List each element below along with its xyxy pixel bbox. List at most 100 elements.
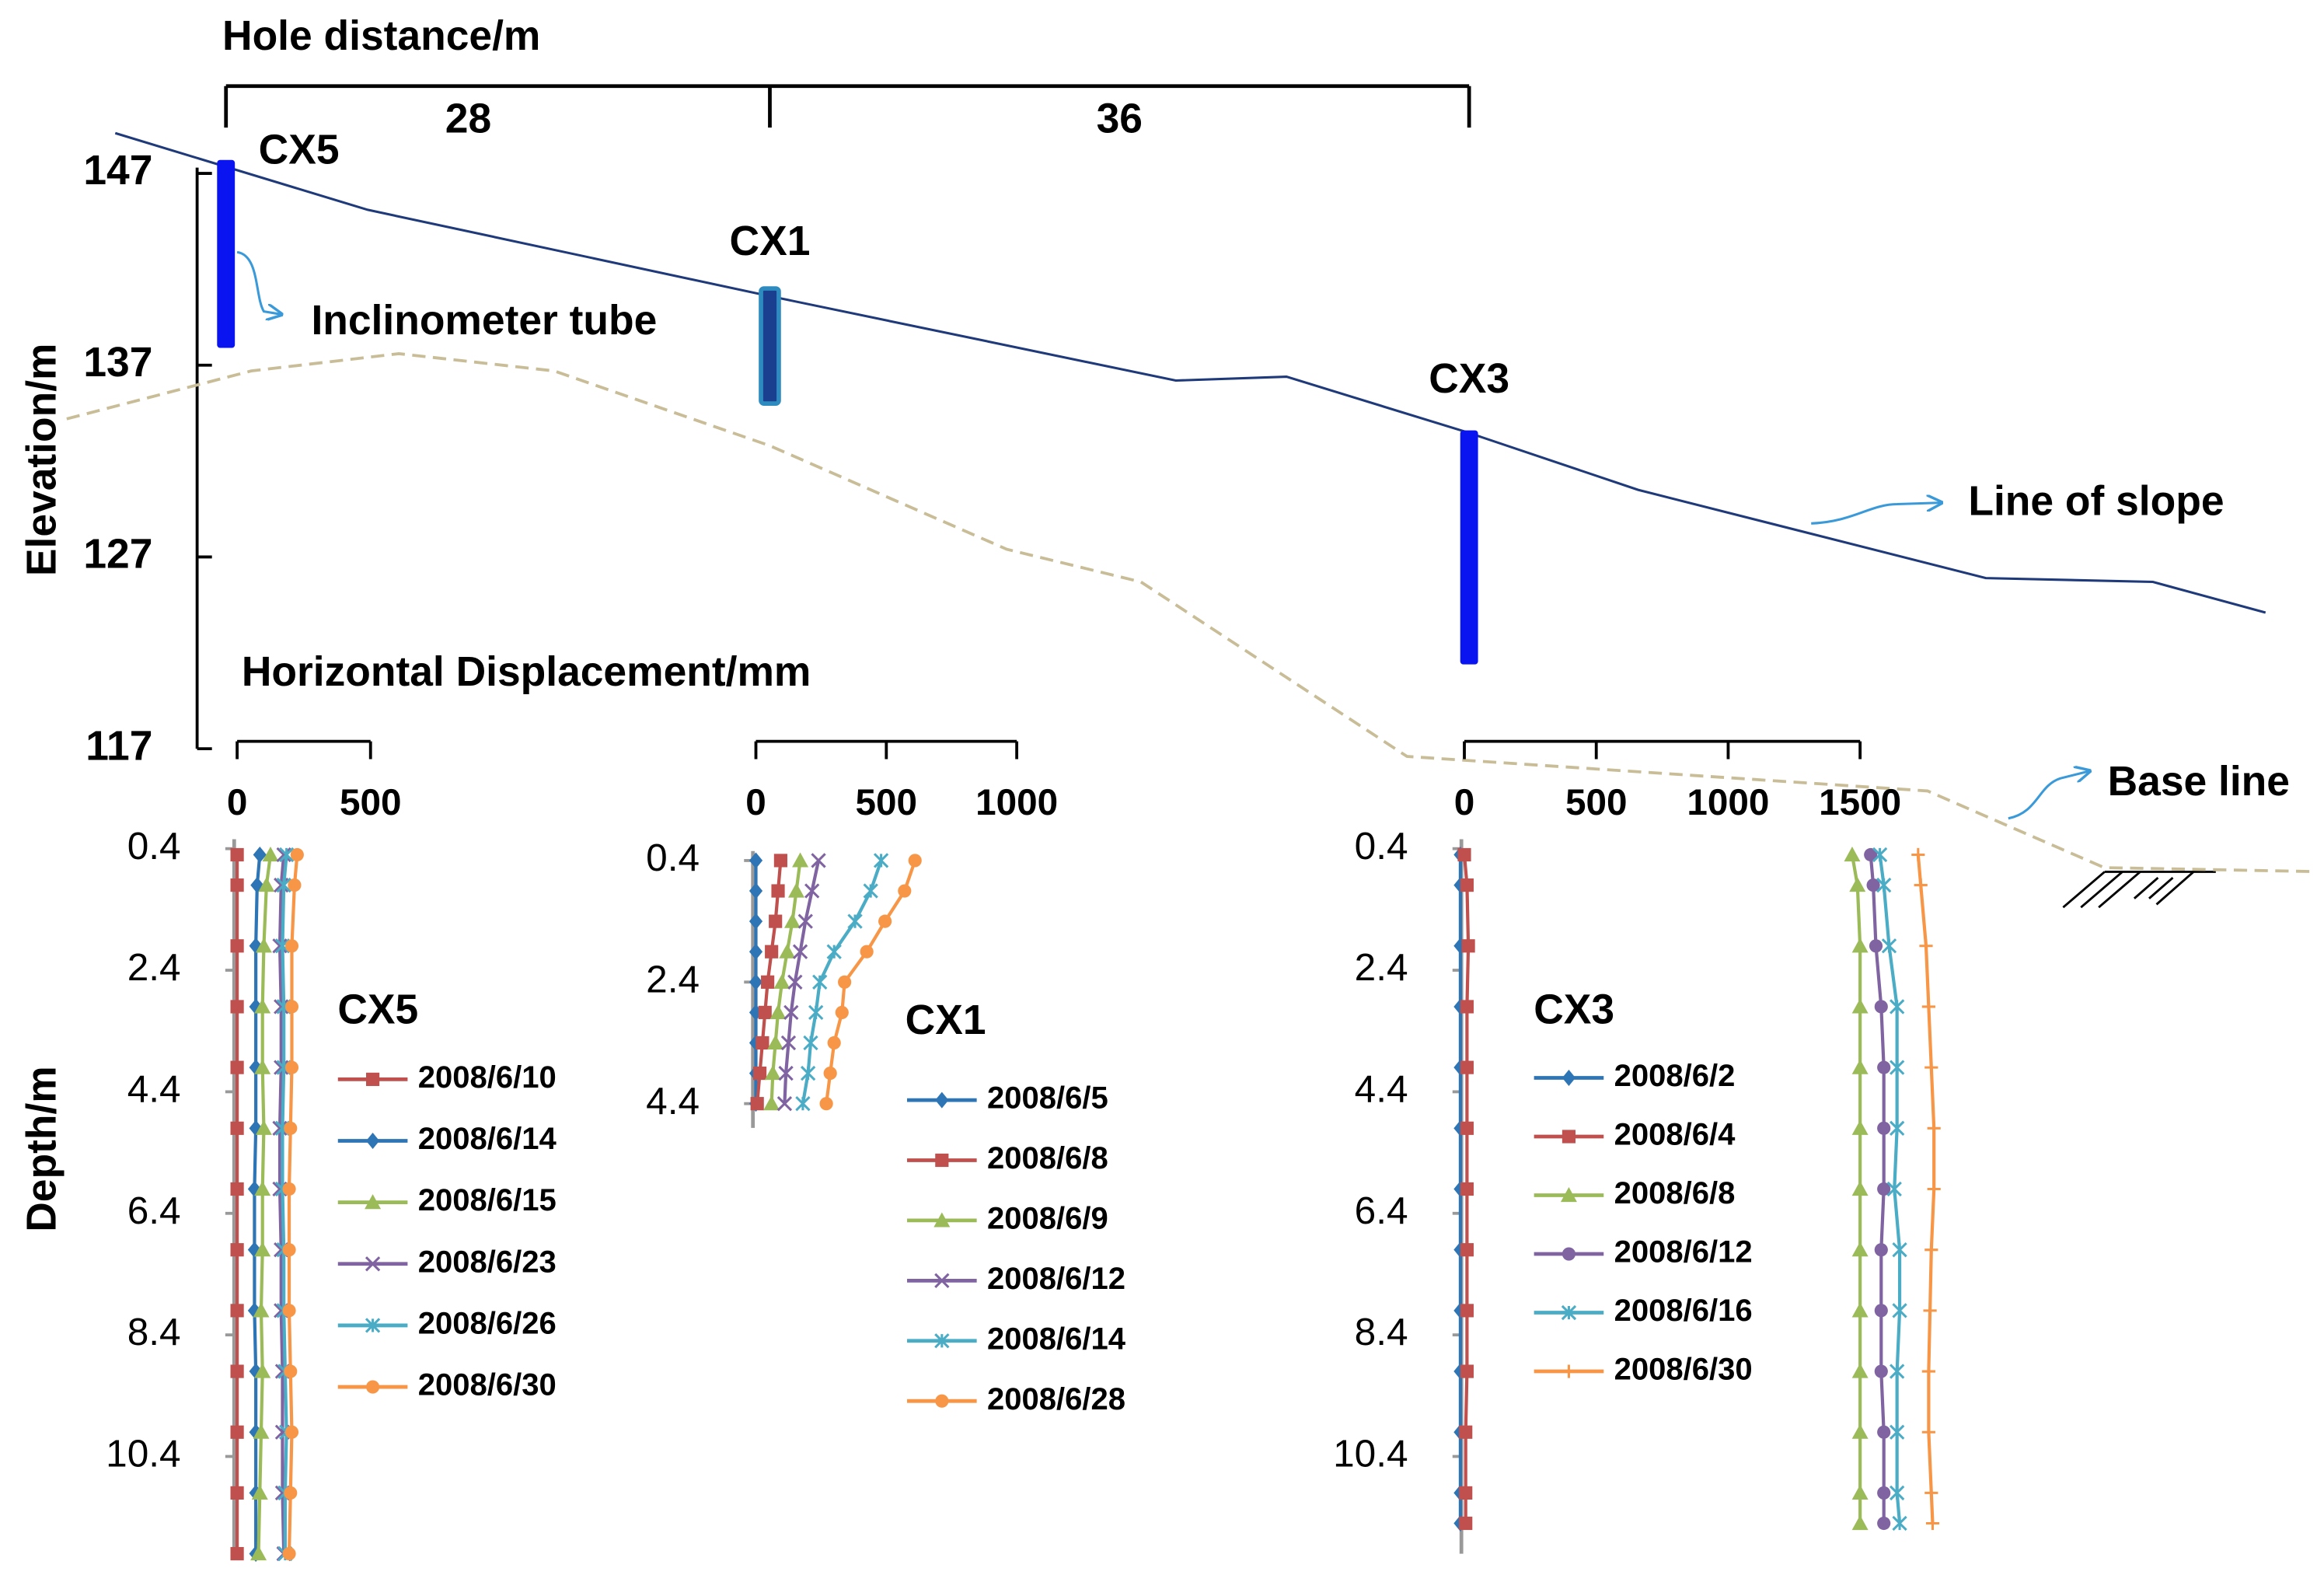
marker — [1877, 1182, 1891, 1196]
marker — [1877, 1060, 1891, 1074]
x-tick-label: 1000 — [1687, 782, 1769, 823]
marker — [1921, 1000, 1935, 1014]
marker — [811, 853, 826, 868]
marker — [1851, 1302, 1869, 1318]
x-tick-label: 500 — [856, 782, 918, 823]
x-tick-label: 500 — [1565, 782, 1628, 823]
marker — [282, 1304, 296, 1318]
marker — [1560, 1187, 1577, 1203]
slope-arrow — [1811, 503, 1942, 525]
marker — [933, 1212, 951, 1228]
slope-annotation: Line of slope — [1968, 479, 2224, 525]
marker — [792, 852, 809, 868]
marker — [1921, 1364, 1935, 1378]
marker — [1459, 1516, 1473, 1531]
marker — [1851, 1059, 1869, 1074]
marker — [787, 974, 803, 990]
depth-tick-label: 8.4 — [1355, 1310, 1408, 1353]
marker — [935, 1091, 949, 1109]
marker — [803, 1035, 818, 1051]
legend-label: 2008/6/12 — [987, 1262, 1125, 1296]
marker — [1877, 1486, 1891, 1500]
marker — [284, 1364, 298, 1378]
marker — [262, 847, 279, 862]
marker — [366, 1380, 380, 1394]
marker — [808, 1004, 824, 1021]
x-tick-label: 1500 — [1819, 782, 1901, 823]
marker — [1874, 1364, 1888, 1378]
marker — [935, 1394, 949, 1408]
marker — [1561, 1304, 1577, 1321]
marker — [795, 1096, 811, 1112]
marker — [769, 1004, 787, 1019]
depth-tick-label: 0.4 — [127, 824, 181, 868]
marker — [1851, 1484, 1869, 1500]
series-line — [287, 854, 299, 1554]
span-label: 28 — [445, 96, 491, 142]
marker — [282, 1243, 296, 1257]
legend-label: 2008/6/26 — [418, 1307, 557, 1341]
marker — [755, 1035, 769, 1050]
marker — [1460, 1243, 1474, 1257]
marker — [274, 1060, 289, 1075]
marker — [1877, 1516, 1891, 1531]
marker — [253, 847, 267, 863]
base-arrow — [2008, 771, 2090, 820]
marker — [1890, 1060, 1905, 1075]
marker — [1890, 1364, 1905, 1379]
x-tick-label: 0 — [1454, 782, 1475, 823]
marker — [1461, 939, 1475, 953]
marker — [1851, 1423, 1869, 1439]
marker — [773, 854, 787, 868]
marker — [1921, 1425, 1935, 1439]
marker — [1562, 1069, 1576, 1086]
legend-label: 2008/6/8 — [987, 1141, 1108, 1175]
marker — [1927, 1121, 1941, 1135]
marker — [1874, 1304, 1888, 1318]
legend-label: 2008/6/4 — [1614, 1118, 1736, 1152]
marker — [1924, 1243, 1938, 1257]
marker — [1890, 999, 1905, 1015]
legend-label: 2008/6/10 — [418, 1060, 557, 1095]
marker — [230, 878, 244, 892]
marker — [1460, 1000, 1474, 1014]
marker — [365, 1256, 381, 1272]
marker — [1457, 847, 1471, 862]
depth-tick-label: 6.4 — [127, 1189, 181, 1232]
marker — [1460, 1121, 1474, 1135]
tube-label: CX1 — [730, 218, 811, 264]
marker — [1890, 1424, 1905, 1440]
legend-label: 2008/6/2 — [1614, 1059, 1736, 1093]
marker — [835, 1005, 849, 1019]
marker — [1892, 1303, 1907, 1318]
legend-label: 2008/6/12 — [1614, 1235, 1753, 1269]
marker — [284, 1121, 298, 1135]
marker — [1851, 1363, 1869, 1378]
marker — [253, 1423, 270, 1439]
marker — [792, 944, 808, 959]
marker — [288, 878, 302, 892]
depth-tick-label: 2.4 — [646, 957, 700, 1001]
marker — [1924, 1060, 1938, 1074]
marker — [258, 877, 275, 892]
marker — [773, 973, 790, 989]
marker — [230, 847, 244, 862]
marker — [1923, 1304, 1937, 1318]
marker — [826, 944, 842, 959]
marker — [284, 1000, 299, 1014]
marker — [1851, 1119, 1869, 1135]
y-tick-label: 127 — [83, 532, 152, 578]
marker — [1927, 1182, 1941, 1196]
marker — [1890, 1485, 1905, 1501]
marker — [778, 1065, 794, 1081]
marker — [282, 1182, 296, 1196]
marker — [1851, 1242, 1869, 1257]
marker — [254, 1059, 271, 1074]
marker — [1851, 998, 1869, 1014]
marker — [1924, 1486, 1938, 1500]
marker — [752, 1066, 767, 1081]
marker — [254, 1181, 271, 1196]
marker — [1872, 847, 1888, 863]
marker — [784, 913, 801, 928]
marker — [1874, 1000, 1888, 1014]
